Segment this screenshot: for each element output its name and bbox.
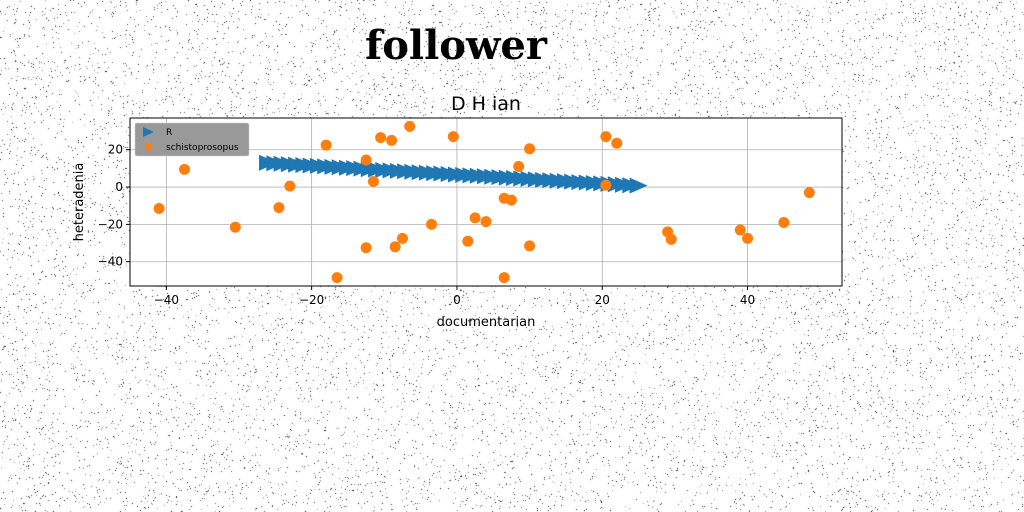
- y-tick-label: −20: [98, 217, 123, 231]
- schistoprosopus-point: [229, 221, 241, 233]
- schistoprosopus-point: [803, 187, 815, 199]
- schistoprosopus-point: [524, 240, 536, 252]
- plot-frame: [129, 117, 843, 287]
- schistoprosopus-point: [389, 241, 401, 253]
- page-title: follower: [365, 22, 547, 69]
- schistoprosopus-point: [524, 143, 536, 155]
- schistoprosopus-point: [396, 232, 408, 244]
- legend: R schistoprosopus: [134, 122, 250, 157]
- y-tick-label: 20: [108, 143, 123, 157]
- legend-label-r: R: [166, 128, 172, 138]
- legend-box: [134, 122, 250, 157]
- legend-label-schistoprosopus: schistoprosopus: [166, 143, 239, 153]
- x-tick-label: −20: [299, 293, 324, 307]
- schistoprosopus-point: [447, 131, 459, 143]
- schistoprosopus-point: [469, 212, 481, 224]
- schistoprosopus-point: [600, 131, 612, 143]
- x-tick-label: −40: [154, 293, 179, 307]
- y-axis-label: heteradenia: [72, 163, 87, 242]
- x-tick-label: 0: [453, 293, 461, 307]
- schistoprosopus-point: [284, 180, 296, 192]
- series-r: [259, 154, 648, 194]
- schistoprosopus-point: [320, 139, 332, 151]
- schistoprosopus-point: [480, 216, 492, 228]
- schistoprosopus-point: [778, 217, 790, 229]
- chart-title: D H ian: [451, 93, 521, 115]
- schistoprosopus-point: [375, 132, 387, 144]
- schistoprosopus-point: [426, 218, 438, 230]
- schistoprosopus-point: [462, 235, 474, 247]
- series-schistoprosopus: [153, 120, 815, 284]
- y-axis-ticks: −40 −20 0 20: [98, 143, 130, 269]
- schistoprosopus-point: [367, 175, 379, 187]
- schistoprosopus-point: [178, 163, 190, 175]
- schistoprosopus-point: [600, 179, 612, 191]
- schistoprosopus-point: [498, 272, 510, 284]
- schistoprosopus-point: [273, 202, 285, 214]
- schistoprosopus-point: [505, 194, 517, 206]
- x-tick-label: 20: [595, 293, 610, 307]
- legend-marker-r: [143, 127, 154, 137]
- schistoprosopus-point: [331, 272, 343, 284]
- r-point: [629, 177, 648, 194]
- grid: [130, 118, 842, 286]
- schistoprosopus-point: [742, 232, 754, 244]
- x-axis-ticks: −40 −20 0 20 40: [154, 286, 755, 307]
- schistoprosopus-point: [386, 134, 398, 146]
- schistoprosopus-point: [404, 120, 416, 132]
- schistoprosopus-point: [665, 233, 677, 245]
- legend-marker-schistoprosopus: [145, 143, 152, 151]
- schistoprosopus-point: [734, 224, 746, 236]
- y-tick-label: 0: [115, 180, 123, 194]
- schistoprosopus-point: [611, 137, 623, 149]
- schistoprosopus-point: [360, 154, 372, 166]
- schistoprosopus-point: [360, 242, 372, 254]
- schistoprosopus-point: [153, 203, 165, 215]
- x-axis-label: documentarian: [437, 315, 536, 330]
- y-tick-label: −40: [98, 255, 123, 269]
- x-tick-label: 40: [740, 293, 755, 307]
- schistoprosopus-point: [513, 161, 525, 173]
